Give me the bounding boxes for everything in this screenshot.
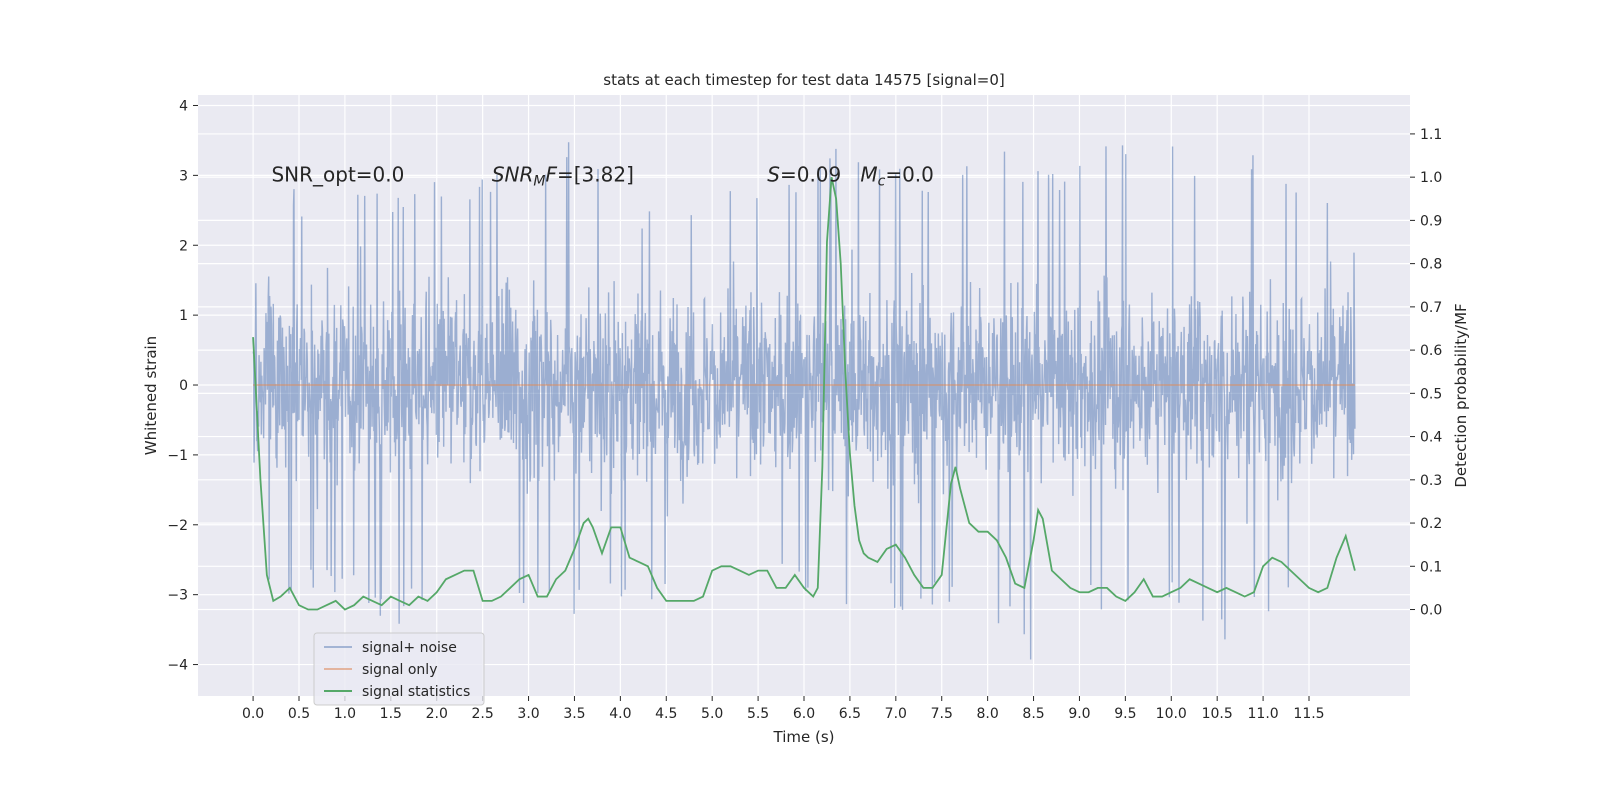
y-tick-label: 4 <box>179 98 188 114</box>
annotation-part: c <box>878 173 886 189</box>
x-tick-label: 4.5 <box>655 706 677 722</box>
y-right-axis-ticks: 0.0 0.1 0.2 0.3 0.4 0.5 0.6 0.7 0.8 0.9 1.0 1.1 <box>1410 127 1442 619</box>
x-tick-label: 3.0 <box>517 706 539 722</box>
x-tick-label: 3.5 <box>563 706 585 722</box>
annotation-part: SNR_opt=0.0 <box>271 162 404 186</box>
y-tick-label: 0 <box>179 378 188 394</box>
y-right-tick-label: 0.7 <box>1420 300 1442 316</box>
y-tick-label: 3 <box>179 168 188 184</box>
annotation-part: M <box>860 162 877 186</box>
x-tick-label: 7.0 <box>885 706 907 722</box>
x-tick-label: 10.5 <box>1202 706 1233 722</box>
x-tick-label: 7.5 <box>931 706 953 722</box>
x-tick-label: 0.5 <box>288 706 310 722</box>
x-tick-label: 0.0 <box>242 706 264 722</box>
x-tick-label: 1.5 <box>380 706 402 722</box>
x-tick-label: 6.5 <box>839 706 861 722</box>
x-tick-label: 8.5 <box>1022 706 1044 722</box>
x-tick-label: 4.0 <box>609 706 631 722</box>
chart-title: stats at each timestep for test data 145… <box>603 71 1004 89</box>
noise-series <box>252 142 1356 660</box>
y-tick-label: 1 <box>179 308 188 324</box>
y-right-axis-label: Detection probability/MF <box>1452 303 1470 487</box>
y-right-tick-label: 0.4 <box>1420 430 1442 446</box>
y-tick-label: −2 <box>167 518 188 534</box>
x-axis-label: Time (s) <box>773 728 835 746</box>
legend-entry: signal only <box>362 662 437 678</box>
annotation-part: M <box>533 173 545 189</box>
annotation-text: S=0.09 Mc=0.0 <box>767 162 934 189</box>
y-right-tick-label: 0.0 <box>1420 603 1442 619</box>
y-right-tick-label: 0.8 <box>1420 257 1442 273</box>
y-right-tick-label: 0.2 <box>1420 516 1442 532</box>
y-right-tick-label: 1.1 <box>1420 127 1442 143</box>
x-tick-label: 11.5 <box>1293 706 1324 722</box>
annotation-text: SNR_opt=0.0 <box>271 162 404 186</box>
y-right-tick-label: 0.6 <box>1420 343 1442 359</box>
legend-entry: signal+ noise <box>362 640 457 656</box>
y-right-tick-label: 1.0 <box>1420 170 1442 186</box>
y-tick-label: −1 <box>167 448 188 464</box>
y-right-tick-label: 0.1 <box>1420 559 1442 575</box>
x-tick-label: 6.0 <box>793 706 815 722</box>
signal-statistics-series <box>252 176 1356 611</box>
y-right-tick-label: 0.3 <box>1420 473 1442 489</box>
annotation-part: =[3.82] <box>557 162 634 186</box>
y-axis-ticks: −4 −3 −2 −1 0 1 2 3 4 <box>167 98 198 674</box>
y-tick-label: −4 <box>167 658 188 674</box>
signal-statistics-line <box>252 176 1356 611</box>
x-tick-label: 2.5 <box>472 706 494 722</box>
y-right-tick-label: 0.9 <box>1420 213 1442 229</box>
annotation-part: S <box>767 162 780 186</box>
annotation-part: =0.09 <box>780 162 860 186</box>
legend-entry: signal statistics <box>362 684 470 700</box>
x-tick-label: 5.5 <box>747 706 769 722</box>
annotation-text: SNRMF=[3.82] <box>492 162 634 189</box>
noise-series-line <box>252 142 1356 660</box>
annotation-part: =0.0 <box>885 162 934 186</box>
annotations: SNR_opt=0.0 SNRMF=[3.82] S=0.09 Mc=0.0 <box>271 162 933 189</box>
y-right-tick-label: 0.5 <box>1420 386 1442 402</box>
x-axis-ticks: 0.0 0.5 1.0 1.5 2.0 2.5 3.0 3.5 4.0 4.5 5.0 5.5 6.0 6… <box>242 696 1325 722</box>
annotation-part: F <box>545 162 557 186</box>
legend-box <box>313 632 485 706</box>
x-tick-label: 11.0 <box>1248 706 1279 722</box>
x-tick-label: 1.0 <box>334 706 356 722</box>
x-tick-label: 8.0 <box>977 706 999 722</box>
annotation-part: SNR <box>492 162 534 186</box>
y-tick-label: −3 <box>167 588 188 604</box>
y-tick-label: 2 <box>179 238 188 254</box>
x-tick-label: 10.0 <box>1156 706 1187 722</box>
x-tick-label: 9.5 <box>1114 706 1136 722</box>
y-axis-label: Whitened strain <box>142 336 160 455</box>
x-tick-label: 5.0 <box>701 706 723 722</box>
legend: signal+ noise signal only signal statistic… <box>313 632 485 706</box>
x-tick-label: 9.0 <box>1068 706 1090 722</box>
x-tick-label: 2.0 <box>426 706 448 722</box>
